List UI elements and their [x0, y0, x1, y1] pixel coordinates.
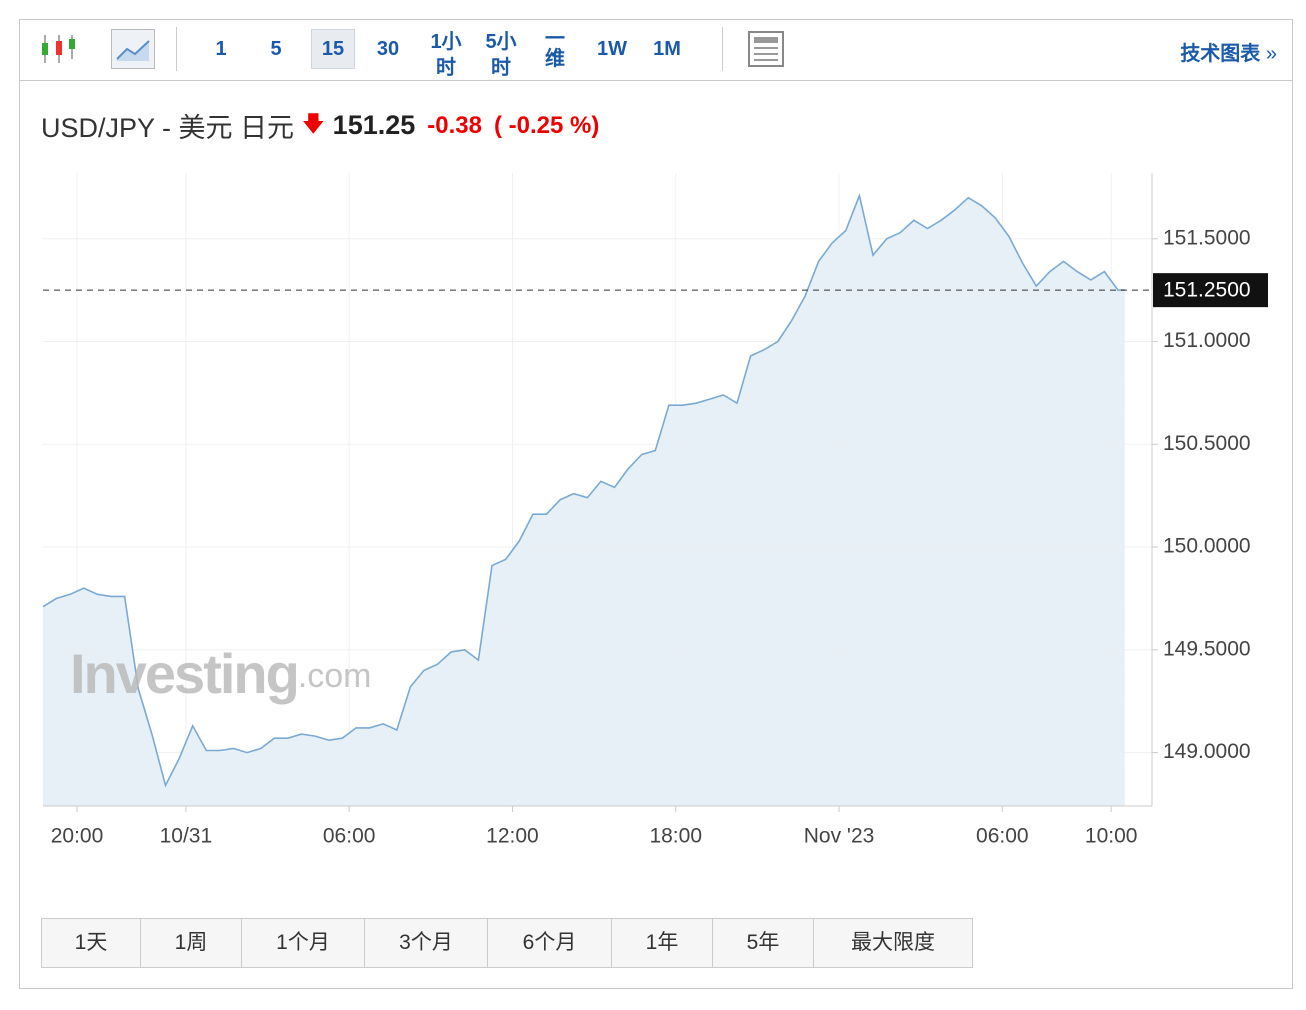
line [42, 192, 1125, 788]
range-button[interactable]: 6个月 [488, 919, 612, 967]
interval-button[interactable]: 1M [653, 38, 681, 60]
y-tick-label: 151.5000 [1163, 226, 1251, 249]
x-tick-label: 18:00 [649, 825, 702, 848]
x-tick-label: 06:00 [976, 825, 1029, 848]
interval-button[interactable]: 一维 [545, 28, 565, 70]
range-button[interactable]: 5年 [713, 919, 814, 967]
range-button[interactable]: 1个月 [242, 919, 365, 967]
interval-button[interactable]: 1W [597, 38, 627, 60]
price: 151.25 [332, 110, 416, 140]
watermark-main: Investing [70, 642, 298, 705]
x-tick-label: 12:00 [486, 825, 539, 848]
separator [722, 27, 723, 71]
x-tick-label: 10:00 [1085, 825, 1138, 848]
interval-button[interactable]: 5小时 [485, 31, 517, 79]
chart: Investing.com 20:00 10/31 06:00 12:00 18:00 No… [42, 173, 1268, 848]
down-arrow: 🡇 [302, 110, 325, 136]
last-price-label: 151.2500 [1163, 279, 1251, 302]
range-button[interactable]: 1天 [42, 919, 141, 967]
widget-frame [19, 19, 1293, 989]
interval-button[interactable]: 1 [215, 38, 227, 60]
technical-chart-link[interactable]: 技术图表 [1180, 37, 1277, 66]
candlestick-icon[interactable] [41, 33, 77, 65]
change-pct: ( -0.25 %) [493, 111, 600, 139]
quote-header: USD/JPY - 美元 日元 🡇 151.25 -0.38 ( -0.25 %… [41, 106, 599, 145]
y-tick-label: 149.5000 [1163, 637, 1251, 660]
y-tick-label: 150.0000 [1163, 535, 1251, 558]
y-tick-label: 151.0000 [1163, 329, 1251, 352]
interval-button[interactable]: 30 [376, 38, 400, 60]
interval-button[interactable]: 5 [270, 38, 282, 60]
y-tick-label: 150.5000 [1163, 432, 1251, 455]
symbol: USD/JPY - 美元 日元 [41, 113, 295, 143]
x-tick-label: 20:00 [51, 825, 104, 848]
y-tick-label: 149.0000 [1163, 740, 1251, 763]
table-icon[interactable] [748, 31, 784, 67]
interval-button[interactable]: 15 [311, 29, 355, 69]
toolbar: 1 5 15 30 1小时 5小时 一维 1W 1M 技术图表 [19, 19, 1293, 81]
range-button[interactable]: 1周 [141, 919, 242, 967]
range-button[interactable]: 最大限度 [814, 919, 972, 967]
x-tick-label: Nov '23 [804, 825, 875, 848]
area [43, 195, 1125, 807]
x-tick-label: 06:00 [323, 825, 376, 848]
interval-button[interactable]: 1小时 [430, 31, 462, 79]
last-price-box [1153, 273, 1268, 308]
range-selector: 1天 1周 1个月 3个月 6个月 1年 5年 最大限度 [41, 918, 973, 968]
change: -0.38 [427, 111, 482, 139]
range-button[interactable]: 1年 [612, 919, 713, 967]
x-tick-label: 10/31 [160, 825, 213, 848]
area-icon[interactable] [111, 29, 155, 69]
separator [176, 27, 177, 71]
watermark: Investing.com [70, 642, 372, 705]
watermark-suffix: .com [298, 657, 372, 695]
range-button[interactable]: 3个月 [365, 919, 488, 967]
